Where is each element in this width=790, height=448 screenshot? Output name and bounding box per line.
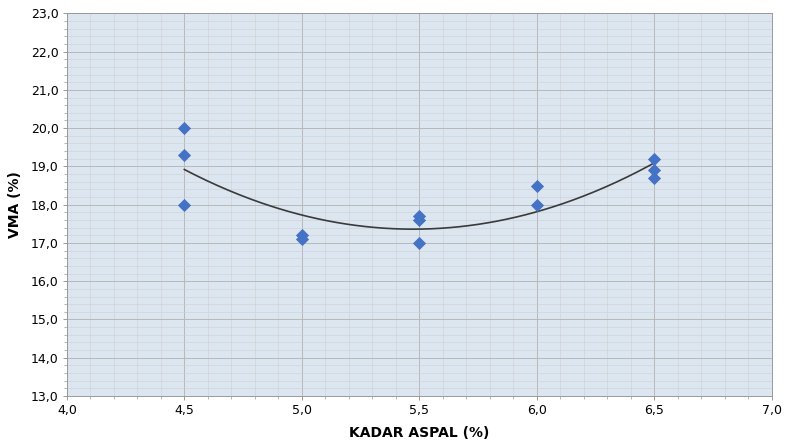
Point [178, 125, 190, 132]
Point [648, 155, 660, 162]
Y-axis label: VMA (%): VMA (%) [9, 171, 22, 238]
Point [295, 236, 308, 243]
Point [413, 216, 426, 224]
Point [648, 167, 660, 174]
Point [178, 151, 190, 159]
Point [530, 182, 543, 189]
Point [413, 212, 426, 220]
X-axis label: KADAR ASPAL (%): KADAR ASPAL (%) [349, 426, 490, 439]
Point [648, 174, 660, 181]
Point [530, 201, 543, 208]
Point [178, 201, 190, 208]
Point [413, 239, 426, 246]
Point [295, 232, 308, 239]
